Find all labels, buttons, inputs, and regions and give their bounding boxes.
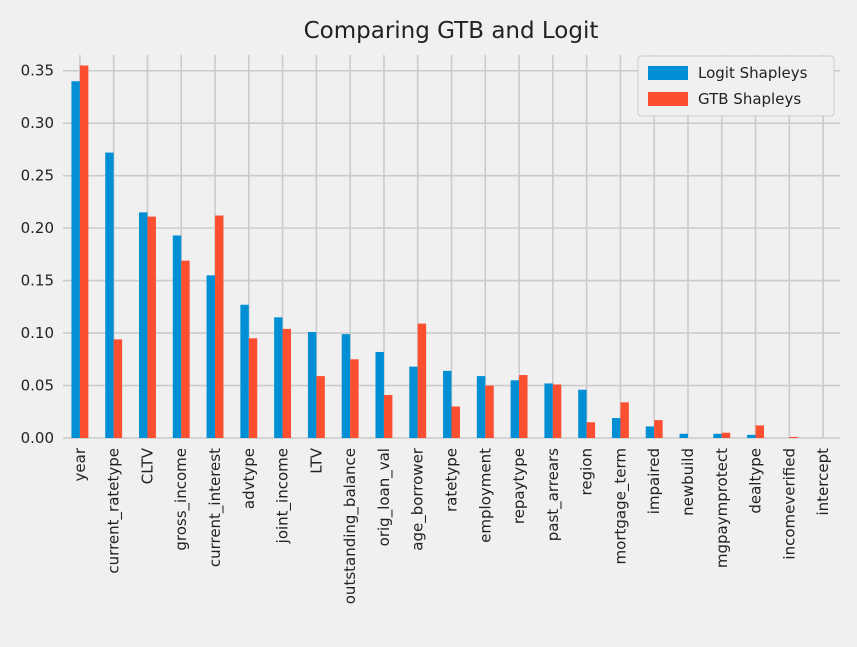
bar-gtb [451,406,460,438]
bar-logit [375,351,384,438]
bar-logit [71,81,80,438]
bar-logit [544,383,553,438]
x-tick-label: year [71,447,89,481]
bar-logit [274,317,283,438]
bar-logit [409,366,418,438]
bar-logit [307,332,317,438]
bar-logit [578,389,587,438]
bar-gtb [417,323,427,438]
bar-gtb [654,420,663,438]
bar-logit [476,376,486,438]
bar-gtb [316,376,325,438]
x-tick-label: current_interest [206,448,225,567]
bar-gtb [552,384,562,438]
y-tick-label: 0.35 [21,62,54,80]
legend-label: GTB Shapleys [698,90,801,108]
legend-label: Logit Shapleys [698,64,808,82]
x-tick-label: dealtype [747,448,765,514]
bar-gtb [519,375,528,438]
x-tick-label: advtype [240,448,258,509]
y-tick-label: 0.25 [21,167,54,185]
y-tick-label: 0.30 [21,114,54,132]
bar-logit [510,380,520,438]
bar-gtb [248,338,258,438]
x-tick-label: intercept [814,448,832,516]
bar-logit [611,418,621,438]
x-tick-label: newbuild [679,448,697,516]
x-tick-label: gross_income [172,448,191,551]
bar-logit [747,434,756,438]
bar-gtb [181,260,190,438]
bar-gtb [620,402,629,438]
legend-swatch [648,66,688,80]
bar-gtb [79,65,89,438]
bars [71,65,798,438]
x-tick-label: outstanding_balance [341,448,360,604]
x-tick-label: repaytype [510,448,528,524]
x-tick-label: mortgage_term [611,448,630,564]
bar-gtb [586,422,596,438]
x-tick-label: region [578,448,596,495]
bar-logit [105,152,114,438]
legend-swatch [648,92,688,106]
x-tick-label: joint_income [274,448,293,544]
chart-title: Comparing GTB and Logit [304,18,599,44]
x-axis-ticks: year current_ratetype CLTV gross_income curr… [71,447,832,604]
bar-logit [679,433,688,438]
bar-logit [443,370,452,438]
y-tick-label: 0.15 [21,272,54,290]
bar-gtb [383,394,393,438]
x-tick-label: incomeverified [780,448,798,560]
x-tick-label: current_ratetype [105,448,124,574]
y-axis-ticks: 0.00 0.05 0.10 0.15 0.20 0.25 0.30 0.35 [21,62,54,447]
x-tick-label: age_borrower [409,447,428,551]
bar-logit [645,426,655,438]
bar-gtb [789,436,798,438]
bar-logit [206,275,216,438]
legend: Logit Shapleys GTB Shapleys [637,55,835,117]
bar-logit [240,304,249,438]
bar-gtb [485,385,494,438]
bar-gtb [721,432,731,438]
x-tick-label: CLTV [138,447,156,484]
bar-gtb [282,328,292,438]
x-tick-label: orig_loan_val [375,448,394,546]
y-tick-label: 0.05 [21,377,54,395]
x-tick-label: LTV [307,447,325,473]
y-tick-label: 0.10 [21,324,54,342]
bar-gtb [350,359,359,438]
bar-logit [341,334,351,438]
bar-gtb [147,216,156,438]
x-tick-label: past_arrears [544,448,563,541]
bar-gtb [215,215,224,438]
bar-logit [139,212,148,438]
x-tick-label: employment [476,448,494,543]
bar-gtb [755,425,764,438]
y-tick-label: 0.00 [21,429,54,447]
x-tick-label: ratetype [443,448,461,512]
bar-logit [713,433,722,438]
bar-gtb [113,339,123,438]
x-tick-label: mgpaymprotect [713,448,731,568]
bar-logit [172,235,182,438]
x-tick-label: impaired [645,448,663,514]
y-tick-label: 0.20 [21,219,54,237]
